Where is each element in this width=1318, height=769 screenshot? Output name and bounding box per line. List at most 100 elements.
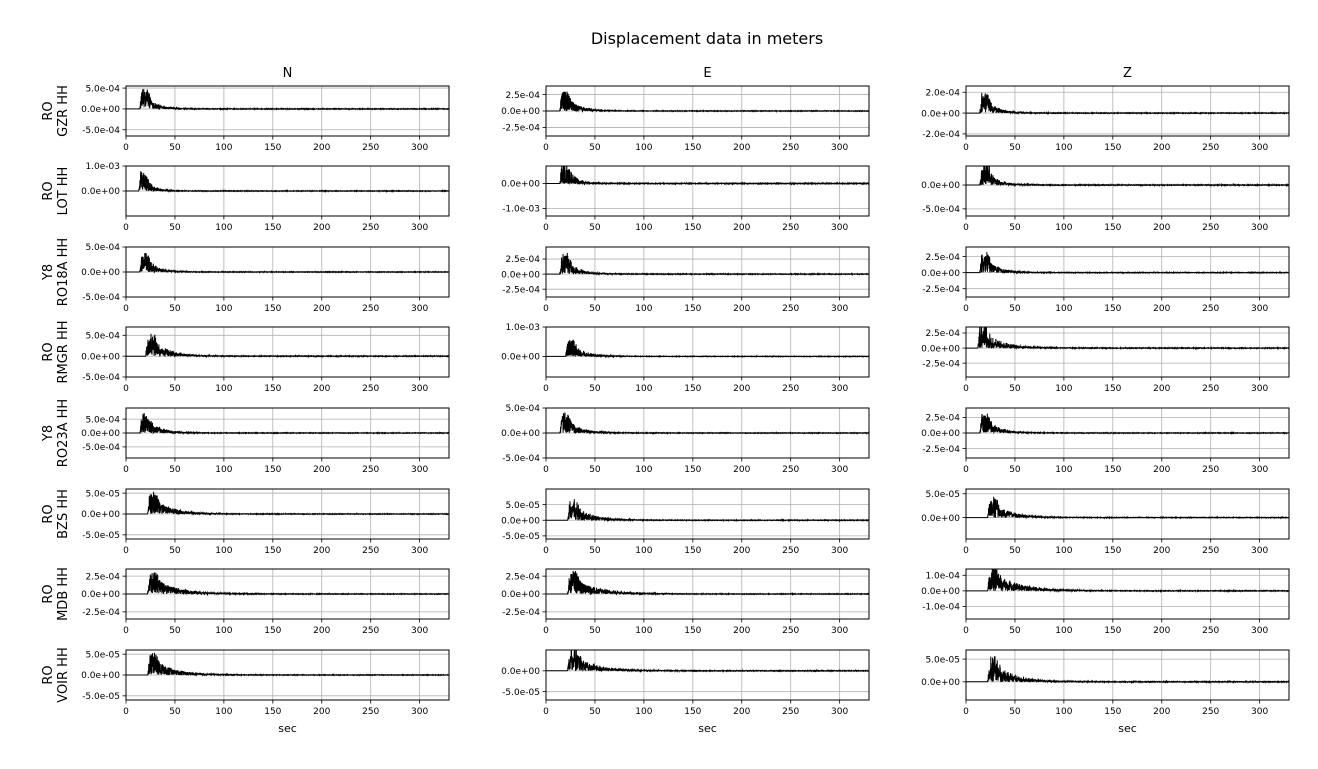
row-label-line: BZS HH [56,489,71,539]
y-tick-label: 0.0e+00 [81,429,120,439]
x-tick-label: 300 [1251,626,1268,636]
panel-4-e: -5.0e-04 0.0e+00 5.0e-04 0 50 100 150 200 250 300 [501,404,870,475]
y-tick-label: -1.0e-03 [502,205,540,215]
x-tick-label: 250 [782,465,799,475]
x-tick-label: 100 [215,143,232,153]
x-tick-label: 100 [215,304,232,314]
panel-frame [125,326,450,378]
panel-frame [545,326,870,378]
y-tick-label: 0.0e+00 [81,590,120,600]
x-tick-label: 100 [1055,384,1072,394]
x-tick-label: 0 [963,143,969,153]
x-tick-label: 200 [733,707,750,717]
x-tick-label: 150 [684,465,701,475]
x-tick-label: 150 [1104,707,1121,717]
column-title-z: Z [1123,66,1132,81]
waveform-trace [966,252,1289,275]
row-label: RO RMGR HH [41,320,71,383]
x-tick-label: 150 [264,707,281,717]
panel-5-z: 0.0e+00 5.0e-05 0 50 100 150 200 250 300 [921,488,1290,556]
panel-7-e: -5.0e-05 0.0e+00 0 50 100 150 200 250 300 sec [501,649,870,735]
x-tick-label: 100 [635,546,652,556]
panel-3-z: -2.5e-04 0.0e+00 2.5e-04 0 50 100 150 200 250 300 [921,326,1290,394]
row-label-line: RO [41,665,56,684]
waveform-trace [126,412,449,436]
x-tick-label: 300 [831,626,848,636]
column-title-n: N [283,66,293,81]
waveform-trace [966,92,1289,116]
y-tick-label: -5.0e-05 [502,532,540,542]
y-tick-label: -5.0e-04 [502,454,540,464]
row-label-line: RO [41,342,56,361]
x-tick-label: 300 [1251,465,1268,475]
x-tick-label: 200 [313,626,330,636]
y-tick-label: -2.5e-04 [502,124,540,134]
row-label: Y8 RO23A HH [41,399,71,467]
x-tick-label: 0 [543,546,549,556]
y-tick-label: 5.0e-04 [85,243,120,253]
panel-3-n: -5.0e-04 0.0e+00 5.0e-04 0 50 100 150 200 250 300 [81,326,450,394]
row-label: RO LOT HH [41,167,71,216]
y-tick-label: 5.0e-05 [505,501,540,511]
y-tick-label: 2.0e-04 [925,88,960,98]
panel-4-z: -2.5e-04 0.0e+00 2.5e-04 0 50 100 150 200 250 300 [921,407,1290,475]
x-tick-label: 150 [1104,626,1121,636]
x-tick-label: 250 [782,707,799,717]
x-tick-label: 200 [733,223,750,233]
x-tick-label: 250 [1202,384,1219,394]
x-tick-label: 150 [684,626,701,636]
y-tick-label: 0.0e+00 [501,107,540,117]
panel-frame [545,246,870,298]
x-tick-label: 200 [733,143,750,153]
x-tick-label: 50 [1009,223,1021,233]
panel-frame [125,85,450,137]
waveform-trace [126,88,449,111]
x-tick-label: 200 [313,304,330,314]
x-tick-label: 150 [684,223,701,233]
x-tick-label: 0 [543,304,549,314]
row-label-line: RO [41,181,56,200]
x-tick-label: 200 [1153,223,1170,233]
waveform-trace [546,339,869,359]
x-tick-label: 50 [169,707,181,717]
x-tick-label: 250 [362,304,379,314]
x-tick-label: 50 [589,626,601,636]
row-label-line: RMGR HH [56,320,71,383]
x-tick-label: 50 [589,465,601,475]
x-tick-label: 100 [215,707,232,717]
x-tick-label: 50 [1009,546,1021,556]
panel-frame [545,649,870,701]
x-tick-label: 0 [123,707,129,717]
panel-4-n: -5.0e-04 0.0e+00 5.0e-04 0 50 100 150 200 250 300 [81,407,450,475]
x-tick-label: 150 [264,384,281,394]
panel-7-n: -5.0e-05 0.0e+00 5.0e-05 0 50 100 150 200 250 300… [81,649,450,735]
y-tick-label: 5.0e-05 [85,650,120,660]
panel-3-e: 0.0e+00 1.0e-03 0 50 100 150 200 250 300 [501,323,870,394]
x-tick-label: 0 [123,223,129,233]
panel-frame [965,488,1290,540]
x-axis-label: sec [1118,722,1137,735]
x-tick-label: 300 [411,626,428,636]
waveform-trace [546,91,869,113]
x-tick-label: 100 [635,304,652,314]
x-tick-label: 0 [963,546,969,556]
panel-frame [965,85,1290,137]
x-tick-label: 250 [1202,465,1219,475]
row-label-line: RO [41,504,56,523]
x-tick-label: 250 [362,223,379,233]
x-tick-label: 150 [1104,304,1121,314]
x-tick-label: 250 [362,626,379,636]
panel-frame [965,649,1290,701]
y-tick-label: -2.5e-04 [502,608,540,618]
y-tick-label: -2.5e-04 [922,445,960,455]
y-tick-label: 0.0e+00 [921,344,960,354]
x-tick-label: 300 [1251,546,1268,556]
x-tick-label: 0 [123,143,129,153]
x-tick-label: 100 [215,465,232,475]
y-tick-label: 5.0e-05 [925,655,960,665]
x-tick-label: 300 [411,143,428,153]
y-tick-label: -2.5e-04 [82,608,120,618]
x-tick-label: 100 [215,546,232,556]
x-tick-label: 0 [963,223,969,233]
waveform-trace [546,252,869,277]
